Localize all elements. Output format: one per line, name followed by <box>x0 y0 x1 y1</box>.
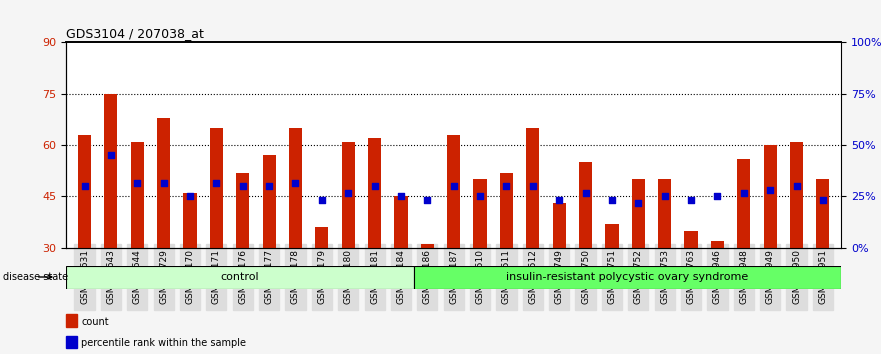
Point <box>657 194 671 199</box>
Point <box>210 180 224 185</box>
Bar <box>130 142 144 248</box>
Bar <box>817 179 830 248</box>
Bar <box>711 241 724 248</box>
Text: GDS3104 / 207038_at: GDS3104 / 207038_at <box>66 27 204 40</box>
Bar <box>632 179 645 248</box>
Point <box>157 180 171 185</box>
Bar <box>289 128 302 248</box>
Point <box>789 183 803 189</box>
Point <box>579 190 593 196</box>
Bar <box>395 196 408 248</box>
Point <box>236 183 250 189</box>
Text: control: control <box>220 272 259 282</box>
FancyBboxPatch shape <box>66 266 413 289</box>
Point <box>104 153 118 158</box>
Text: count: count <box>81 316 109 327</box>
Bar <box>737 159 751 248</box>
Point <box>288 180 302 185</box>
Bar <box>263 155 276 248</box>
Bar <box>66 336 78 348</box>
Point <box>447 183 461 189</box>
Bar <box>210 128 223 248</box>
Text: insulin-resistant polycystic ovary syndrome: insulin-resistant polycystic ovary syndr… <box>507 272 749 282</box>
Point <box>737 190 751 196</box>
Bar <box>157 118 170 248</box>
Bar <box>790 142 803 248</box>
Bar <box>552 203 566 248</box>
Bar <box>342 142 355 248</box>
Point <box>130 180 144 185</box>
Bar <box>183 193 196 248</box>
Bar <box>236 172 249 248</box>
Bar <box>421 244 434 248</box>
Point <box>710 194 724 199</box>
Point <box>367 183 381 189</box>
Point <box>816 197 830 203</box>
Point <box>420 197 434 203</box>
Bar <box>764 145 777 248</box>
Point <box>315 197 329 203</box>
Bar <box>78 135 91 248</box>
Bar <box>448 135 460 248</box>
FancyBboxPatch shape <box>413 266 841 289</box>
Bar <box>579 162 592 248</box>
Bar <box>473 179 486 248</box>
Bar <box>685 231 698 248</box>
Point <box>526 183 540 189</box>
Point <box>552 197 566 203</box>
Bar <box>605 224 618 248</box>
Bar <box>526 128 539 248</box>
Bar <box>66 314 78 327</box>
Point <box>341 190 355 196</box>
Point <box>262 183 276 189</box>
Point <box>500 183 514 189</box>
Bar <box>500 172 513 248</box>
Point <box>632 200 646 206</box>
Bar <box>658 179 671 248</box>
Point <box>605 197 619 203</box>
Point <box>684 197 698 203</box>
Point <box>473 194 487 199</box>
Point <box>763 187 777 193</box>
Point <box>394 194 408 199</box>
Text: disease state: disease state <box>4 272 69 282</box>
Bar <box>368 138 381 248</box>
Bar <box>104 94 117 248</box>
Point <box>78 183 92 189</box>
Bar <box>315 227 329 248</box>
Text: percentile rank within the sample: percentile rank within the sample <box>81 338 247 348</box>
Point <box>183 194 197 199</box>
